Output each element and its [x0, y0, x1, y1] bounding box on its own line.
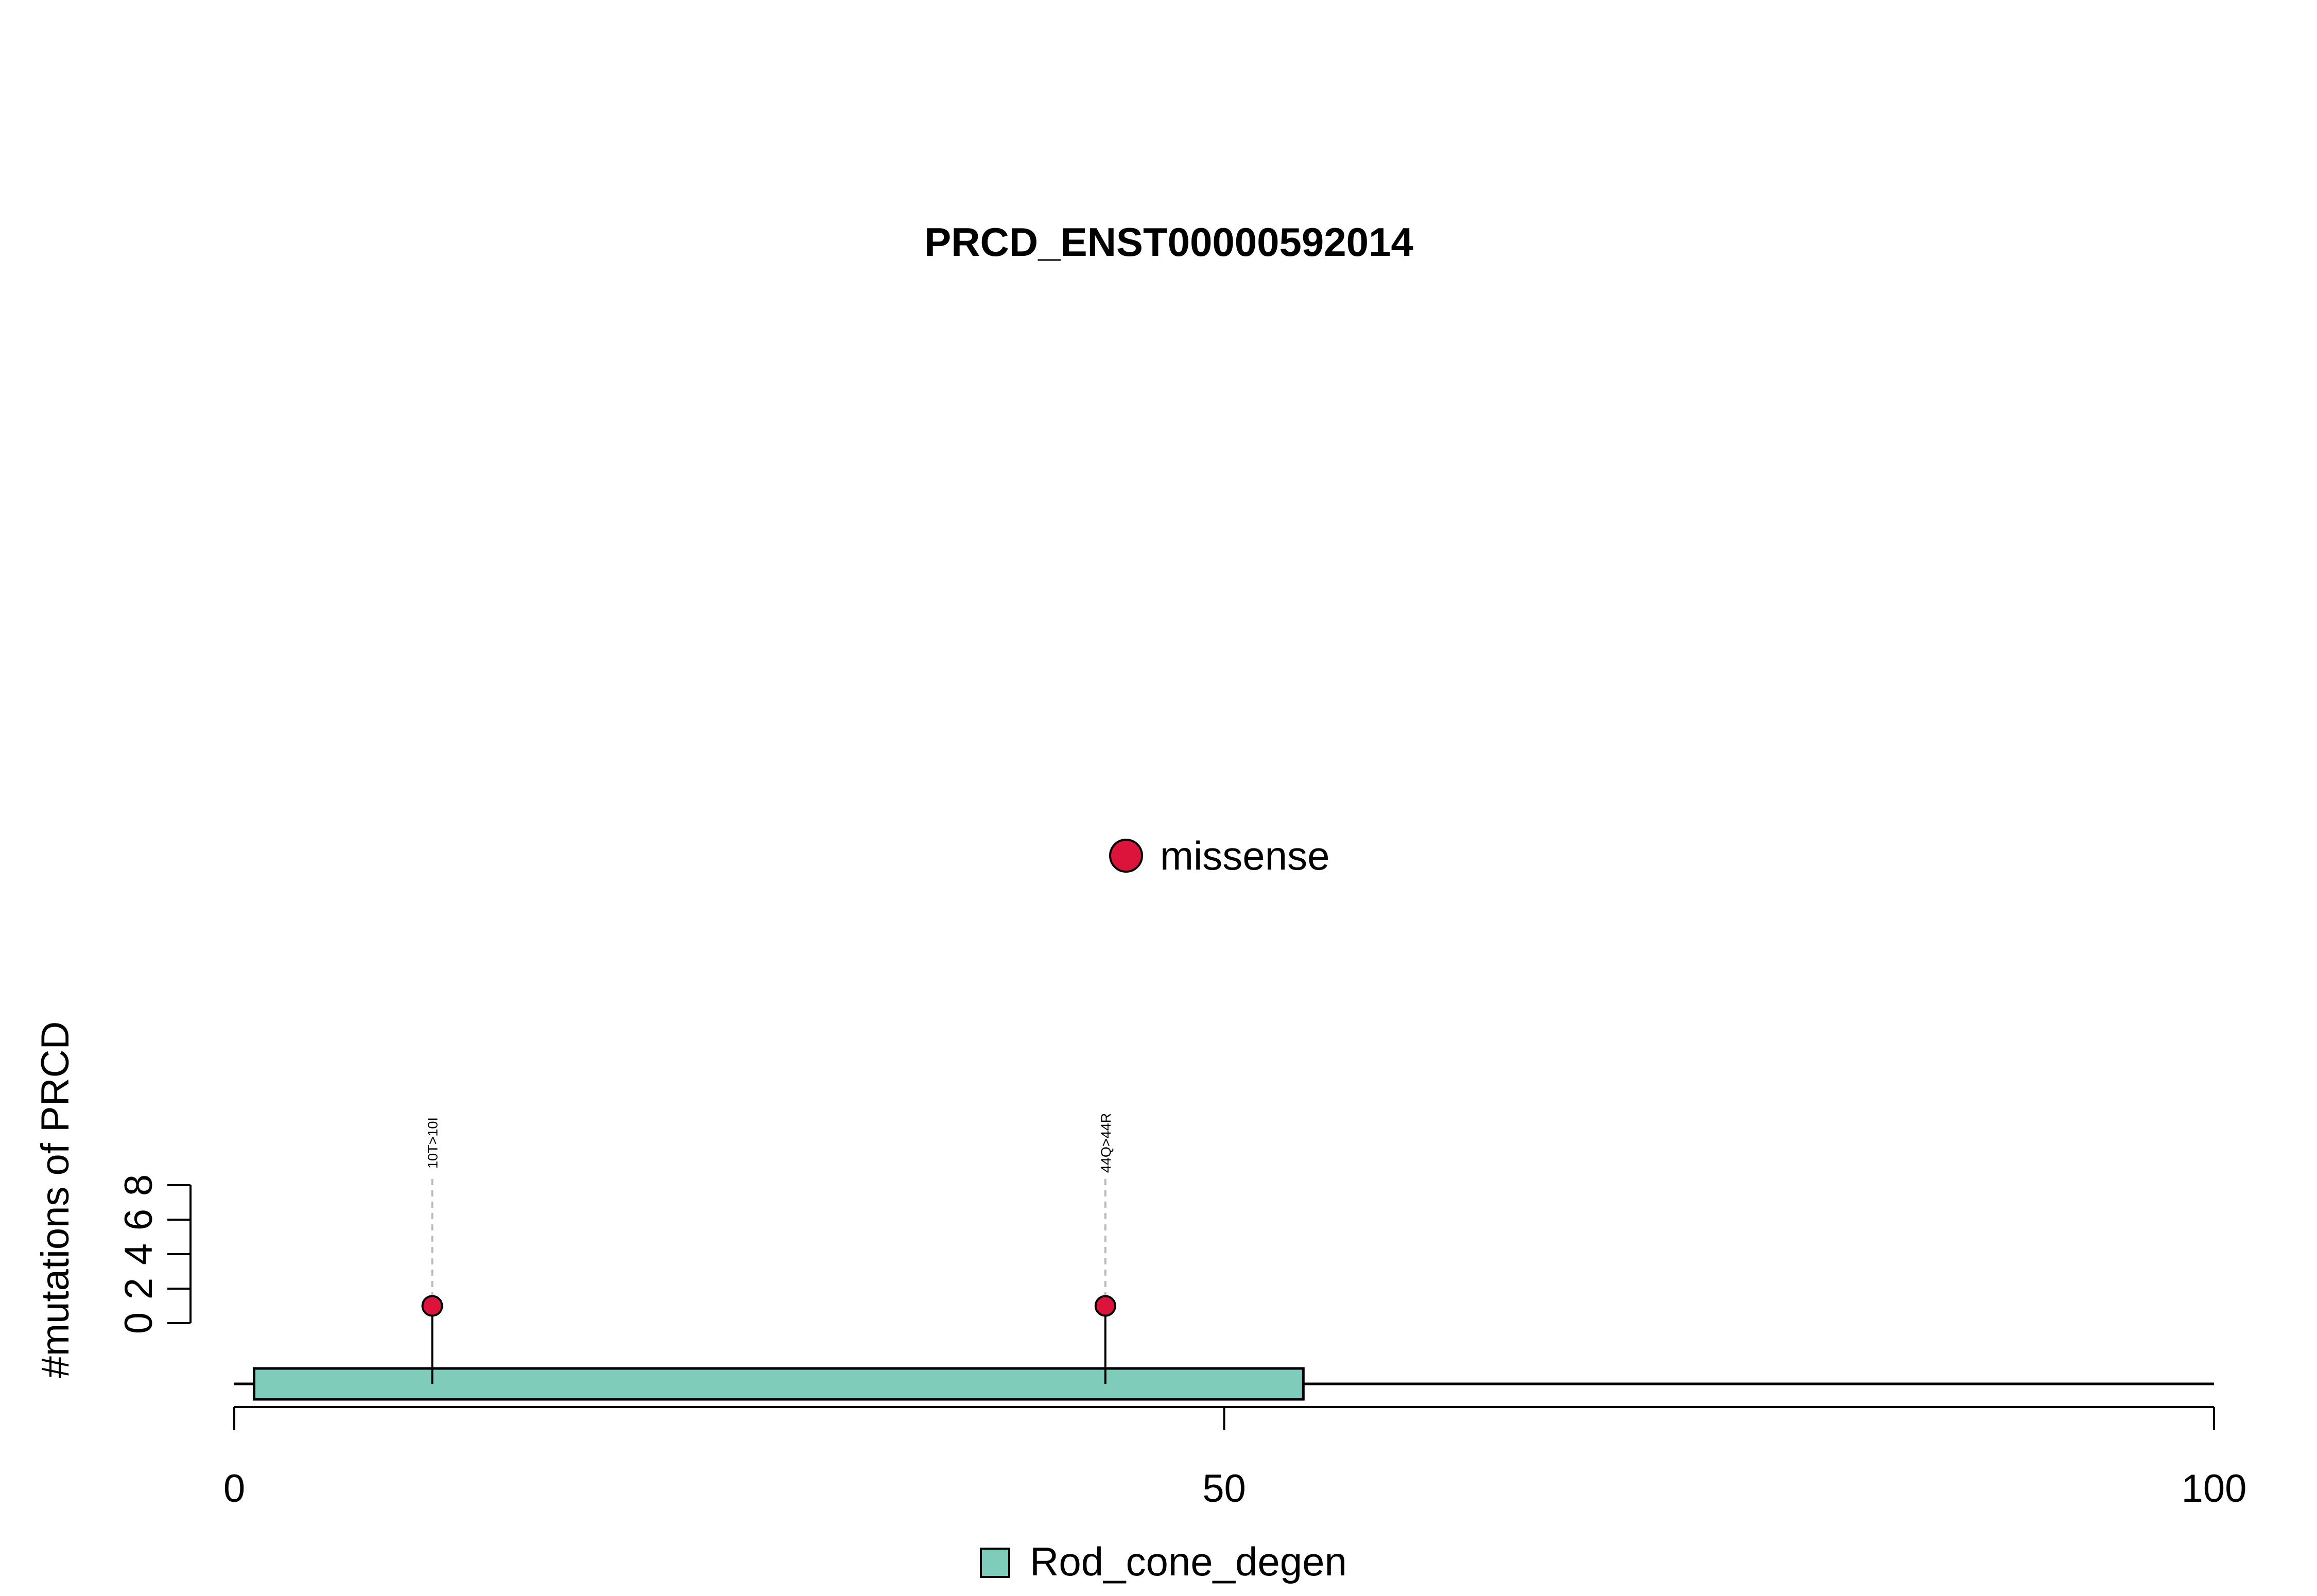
legend-marker-missense: [1109, 839, 1143, 873]
domain-legend: Rod_cone_degen: [980, 1539, 1347, 1584]
legend-label-missense: missense: [1160, 833, 1329, 878]
domains: [252, 1367, 1305, 1401]
x-tick-label-50: 50: [1202, 1467, 1246, 1511]
mutation-legend: missense: [1109, 833, 1329, 878]
y-tick-label-2: 2: [117, 1278, 161, 1299]
mutations: 10T>10I 44Q>44R: [421, 1113, 1116, 1384]
y-tick-label-4: 4: [117, 1243, 161, 1265]
x-tick-label-100: 100: [2182, 1467, 2247, 1511]
y-axis: 0 2 4 6 8: [117, 1174, 192, 1334]
y-tick-label-6: 6: [117, 1209, 161, 1230]
mutation-head-44: [1094, 1295, 1116, 1317]
y-tick-label-0: 0: [117, 1312, 161, 1334]
domain-legend-label-Rod_cone_degen: Rod_cone_degen: [1030, 1539, 1347, 1584]
mutation-label-10: 10T>10I: [425, 1117, 441, 1169]
domain-Rod_cone_degen: [252, 1367, 1305, 1401]
mutation-head-10: [421, 1295, 443, 1317]
chart-title: PRCD_ENST00000592014: [924, 219, 1413, 265]
x-tick-label-0: 0: [223, 1467, 245, 1511]
x-axis: 0 50 100: [223, 1406, 2247, 1511]
domain-legend-swatch-Rod_cone_degen: [980, 1548, 1010, 1578]
y-axis-label: #mutations of PRCD: [33, 1021, 77, 1378]
mutation-label-44: 44Q>44R: [1098, 1113, 1114, 1173]
y-tick-label-8: 8: [117, 1174, 161, 1196]
